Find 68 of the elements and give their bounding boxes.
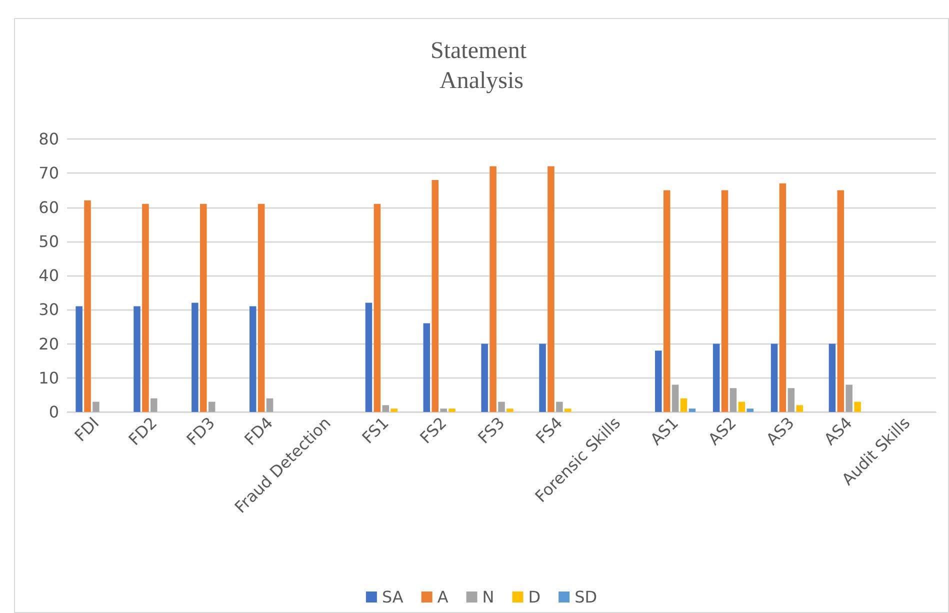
y-tick-label: 0 (48, 402, 59, 422)
x-tick-label: FD3 (182, 413, 219, 450)
bar (200, 204, 207, 412)
bar (481, 344, 488, 412)
chart-title: Statement Analysis (430, 38, 532, 94)
bar (440, 408, 447, 412)
bar (663, 190, 670, 412)
bar (770, 344, 778, 412)
y-tick-label: 10 (38, 368, 59, 388)
bar (365, 302, 372, 412)
bar (730, 388, 737, 412)
bar (738, 402, 746, 412)
bar (854, 402, 861, 412)
legend-label: D (528, 588, 541, 606)
x-tick-label: FS1 (358, 413, 392, 448)
bar (266, 398, 274, 412)
bar (564, 408, 572, 412)
legend-label: N (482, 588, 494, 606)
legend-label: SA (382, 588, 404, 606)
x-tick-label: FD2 (124, 413, 161, 450)
y-tick-label: 40 (38, 266, 59, 285)
bar (498, 402, 505, 412)
x-tick-label: FDI (70, 413, 103, 446)
bar (712, 344, 720, 412)
bar (92, 402, 100, 412)
bar (506, 408, 514, 412)
bar (837, 190, 844, 412)
bar (680, 398, 688, 412)
bar (721, 190, 728, 412)
legend-label: SD (574, 588, 598, 606)
bar (150, 398, 158, 412)
bar (142, 204, 149, 412)
bar (788, 388, 795, 412)
bar (539, 344, 546, 412)
x-tick-label: FS2 (416, 413, 450, 448)
bar (672, 384, 679, 412)
bar (258, 204, 265, 412)
bar (432, 180, 438, 412)
bar (374, 204, 381, 412)
y-tick-label: 70 (38, 164, 59, 183)
y-tick-label: 50 (38, 232, 59, 251)
legend-label: A (437, 588, 448, 606)
bar (448, 408, 456, 412)
bar (134, 306, 140, 412)
bar (84, 200, 91, 412)
bar (423, 323, 430, 412)
bar (76, 306, 82, 412)
bar (688, 408, 696, 412)
y-tick-label: 20 (38, 334, 59, 354)
bar (655, 350, 662, 412)
bar (490, 166, 496, 412)
bar (846, 384, 852, 412)
y-tick-label: 80 (38, 130, 59, 148)
bar (779, 183, 786, 412)
bar (796, 405, 803, 412)
x-tick-label: FS4 (532, 413, 566, 448)
bar (192, 302, 198, 412)
bar (828, 344, 836, 412)
bar (548, 166, 554, 412)
y-tick-label: 60 (38, 198, 59, 217)
bar (249, 306, 256, 412)
y-tick-label: 30 (38, 300, 59, 320)
bar (382, 405, 390, 412)
bar (208, 402, 216, 412)
bar (390, 408, 398, 412)
bar (556, 402, 563, 412)
x-tick-label: FS3 (474, 413, 508, 448)
bar (746, 408, 754, 412)
